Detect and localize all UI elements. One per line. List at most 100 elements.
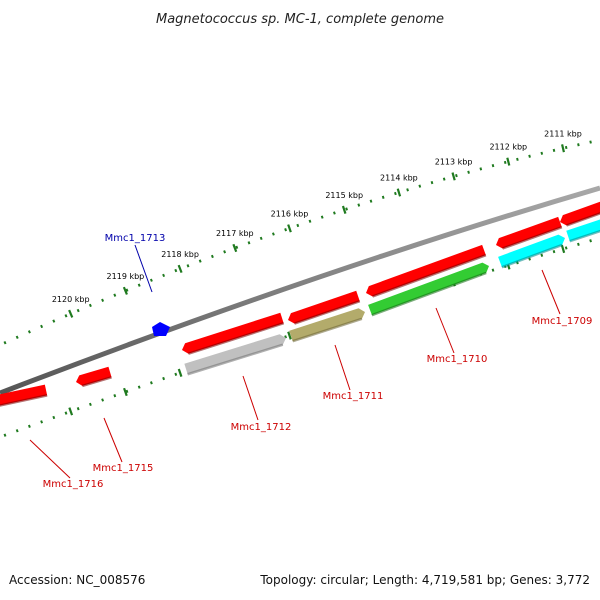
tick-mark xyxy=(271,232,275,236)
tick-mark xyxy=(284,335,287,339)
gene-block-mmc1-1710 xyxy=(368,262,489,317)
gene-block-mmc1-1712 xyxy=(184,334,286,376)
major-tick-2113 xyxy=(451,172,456,181)
tick-mark xyxy=(540,151,544,155)
tick-mark xyxy=(223,250,227,254)
cds-arrow-7 xyxy=(560,201,600,227)
tick-mark xyxy=(3,341,7,345)
tick-mark xyxy=(15,429,19,433)
tick-mark xyxy=(174,372,178,376)
tick-mark xyxy=(247,241,251,245)
tick-mark xyxy=(64,411,68,415)
kbp-label-2113: 2113 kbp xyxy=(435,157,473,166)
tick-mark xyxy=(64,314,68,318)
cds-arrow-6 xyxy=(496,216,563,250)
tick-mark xyxy=(76,407,80,411)
tick-mark xyxy=(284,228,288,232)
tick-mark xyxy=(174,268,178,273)
tick-mark xyxy=(442,177,446,181)
cds-arrow-4 xyxy=(288,290,361,325)
tick-mark xyxy=(552,249,556,254)
tick-mark xyxy=(467,170,470,174)
tick-mark xyxy=(162,273,166,278)
gene-label-g1713: Mmc1_1713 xyxy=(105,233,166,244)
tick-mark xyxy=(564,145,568,150)
tick-mark xyxy=(113,394,117,398)
tick-mark xyxy=(259,236,263,241)
tick-mark xyxy=(186,264,190,268)
tick-mark xyxy=(479,167,483,171)
major-tick-2116 xyxy=(287,331,292,340)
tick-mark xyxy=(491,268,495,272)
gene-label-g1710: Mmc1_1710 xyxy=(427,354,488,365)
tick-mark xyxy=(52,319,56,323)
gene-features xyxy=(0,201,600,407)
gene-label-g1715: Mmc1_1715 xyxy=(93,463,154,474)
gene-labels: Mmc1_1716 Mmc1_1715 Mmc1_1713 Mmc1_1712 Mmc1… xyxy=(29,233,592,490)
tick-mark xyxy=(357,203,361,207)
tick-mark xyxy=(15,335,19,339)
gene-block-mmc1-1709-b xyxy=(566,219,600,243)
tick-mark xyxy=(320,215,324,219)
tick-mark xyxy=(345,207,348,211)
major-tick-2119 xyxy=(123,387,128,397)
kbp-tick-labels: 2111 kbp 2112 kbp 2113 kbp 2114 kbp 2115 kbp… xyxy=(52,129,582,304)
tick-mark xyxy=(381,195,385,199)
kbp-label-2115: 2115 kbp xyxy=(325,191,363,200)
tick-mark xyxy=(137,385,141,389)
major-tick-2116 xyxy=(287,224,292,233)
tick-mark xyxy=(540,253,544,257)
topology-text: Topology: circular; Length: 4,719,581 bp… xyxy=(260,573,590,587)
major-tick-2119 xyxy=(122,286,128,295)
major-tick-2117 xyxy=(232,243,238,253)
tick-mark xyxy=(88,303,92,308)
tick-mark xyxy=(125,288,129,292)
tick-mark xyxy=(308,219,312,223)
tick-mark xyxy=(101,298,105,302)
accession-text: Accession: NC_008576 xyxy=(9,573,146,587)
tick-mark xyxy=(125,389,129,394)
gene-leader-line xyxy=(541,269,561,315)
gene-leader-line xyxy=(134,244,153,293)
tick-mark xyxy=(491,164,495,168)
tick-mark xyxy=(516,157,519,161)
major-tick-2112 xyxy=(506,157,511,166)
tick-mark xyxy=(27,330,31,334)
cds-arrow-5 xyxy=(366,244,487,298)
tick-mark xyxy=(162,376,166,381)
tick-mark xyxy=(589,239,592,243)
gene-leader-line xyxy=(103,417,123,463)
tick-mark xyxy=(76,308,80,313)
cds-arrow-3 xyxy=(182,312,285,355)
tick-mark xyxy=(418,184,422,188)
kbp-label-2112: 2112 kbp xyxy=(489,143,527,152)
tick-mark xyxy=(3,433,7,437)
gene-block-mmc1-1711 xyxy=(289,308,365,343)
tick-mark xyxy=(101,398,105,402)
tick-mark xyxy=(296,223,300,228)
major-tick-2120 xyxy=(68,309,74,318)
gene-block-mmc1-1709 xyxy=(498,234,565,269)
tick-mark xyxy=(149,278,153,282)
kbp-label-2114: 2114 kbp xyxy=(380,173,418,182)
tick-mark xyxy=(369,199,373,203)
tick-mark xyxy=(430,180,434,185)
major-tick-2115 xyxy=(341,205,347,214)
gene-label-g1716: Mmc1_1716 xyxy=(43,479,104,490)
kbp-label-2120: 2120 kbp xyxy=(52,295,90,304)
major-tick-2120 xyxy=(68,407,74,416)
major-tick-2111 xyxy=(561,144,565,153)
tick-mark xyxy=(528,154,531,158)
tick-mark xyxy=(333,211,336,215)
major-tick-2111 xyxy=(560,244,566,254)
kbp-label-2116: 2116 kbp xyxy=(271,209,309,218)
cds-arrow-2 xyxy=(76,366,112,388)
tick-mark xyxy=(137,283,141,287)
gene-leader-line xyxy=(242,375,259,421)
genome-backbone xyxy=(0,185,600,396)
tick-mark xyxy=(455,174,458,178)
tick-mark xyxy=(394,191,397,196)
tick-mark xyxy=(88,402,92,407)
tick-mark xyxy=(27,424,31,428)
